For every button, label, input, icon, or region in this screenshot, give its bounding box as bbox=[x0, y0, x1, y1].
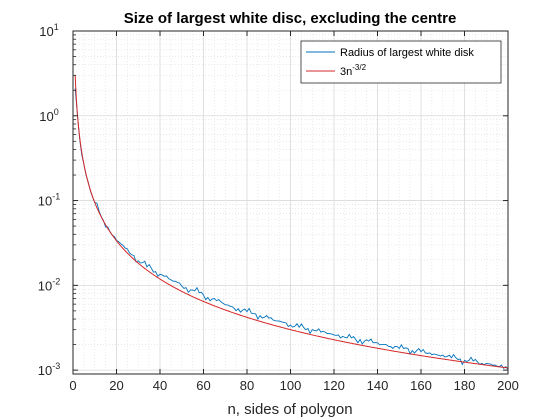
legend-label-series-0: Radius of largest white disk bbox=[340, 47, 474, 59]
x-tick-label: 160 bbox=[410, 378, 432, 393]
legend: Radius of largest white disk 3n-3/2 bbox=[300, 40, 502, 84]
series-line-radius bbox=[74, 88, 509, 370]
legend-label-series-1: 3n-3/2 bbox=[340, 63, 367, 78]
y-tick-labels: 10-3 10-2 10-1 100 101 bbox=[38, 22, 60, 378]
legend-label-series-1-exp: -3/2 bbox=[352, 63, 366, 72]
minor-grid bbox=[73, 31, 508, 375]
chart-title: Size of largest white disc, excluding th… bbox=[124, 10, 457, 27]
x-tick-label: 180 bbox=[454, 378, 476, 393]
axis-ticks bbox=[72, 30, 509, 375]
y-tick-label: 100 bbox=[39, 107, 58, 124]
x-axis-label: n, sides of polygon bbox=[227, 401, 352, 418]
x-tick-label: 0 bbox=[69, 378, 76, 393]
y-tick-label: 10-1 bbox=[38, 192, 60, 209]
x-tick-label: 20 bbox=[109, 378, 123, 393]
x-tick-labels: 0 20 40 60 80 100 120 140 160 180 200 bbox=[69, 378, 518, 393]
x-tick-label: 40 bbox=[153, 378, 167, 393]
y-tick-label: 10-3 bbox=[38, 361, 60, 378]
legend-box bbox=[300, 40, 502, 84]
x-tick-label: 60 bbox=[196, 378, 210, 393]
x-tick-label: 80 bbox=[240, 378, 254, 393]
x-tick-label: 100 bbox=[280, 378, 302, 393]
x-tick-label: 140 bbox=[367, 378, 389, 393]
x-tick-label: 120 bbox=[323, 378, 345, 393]
y-tick-label: 101 bbox=[39, 22, 58, 39]
series-layer bbox=[74, 75, 509, 370]
legend-label-series-1-base: 3n bbox=[340, 66, 352, 78]
series-line-fit bbox=[74, 75, 509, 369]
y-tick-label: 10-2 bbox=[38, 276, 60, 293]
x-tick-label: 200 bbox=[497, 378, 519, 393]
